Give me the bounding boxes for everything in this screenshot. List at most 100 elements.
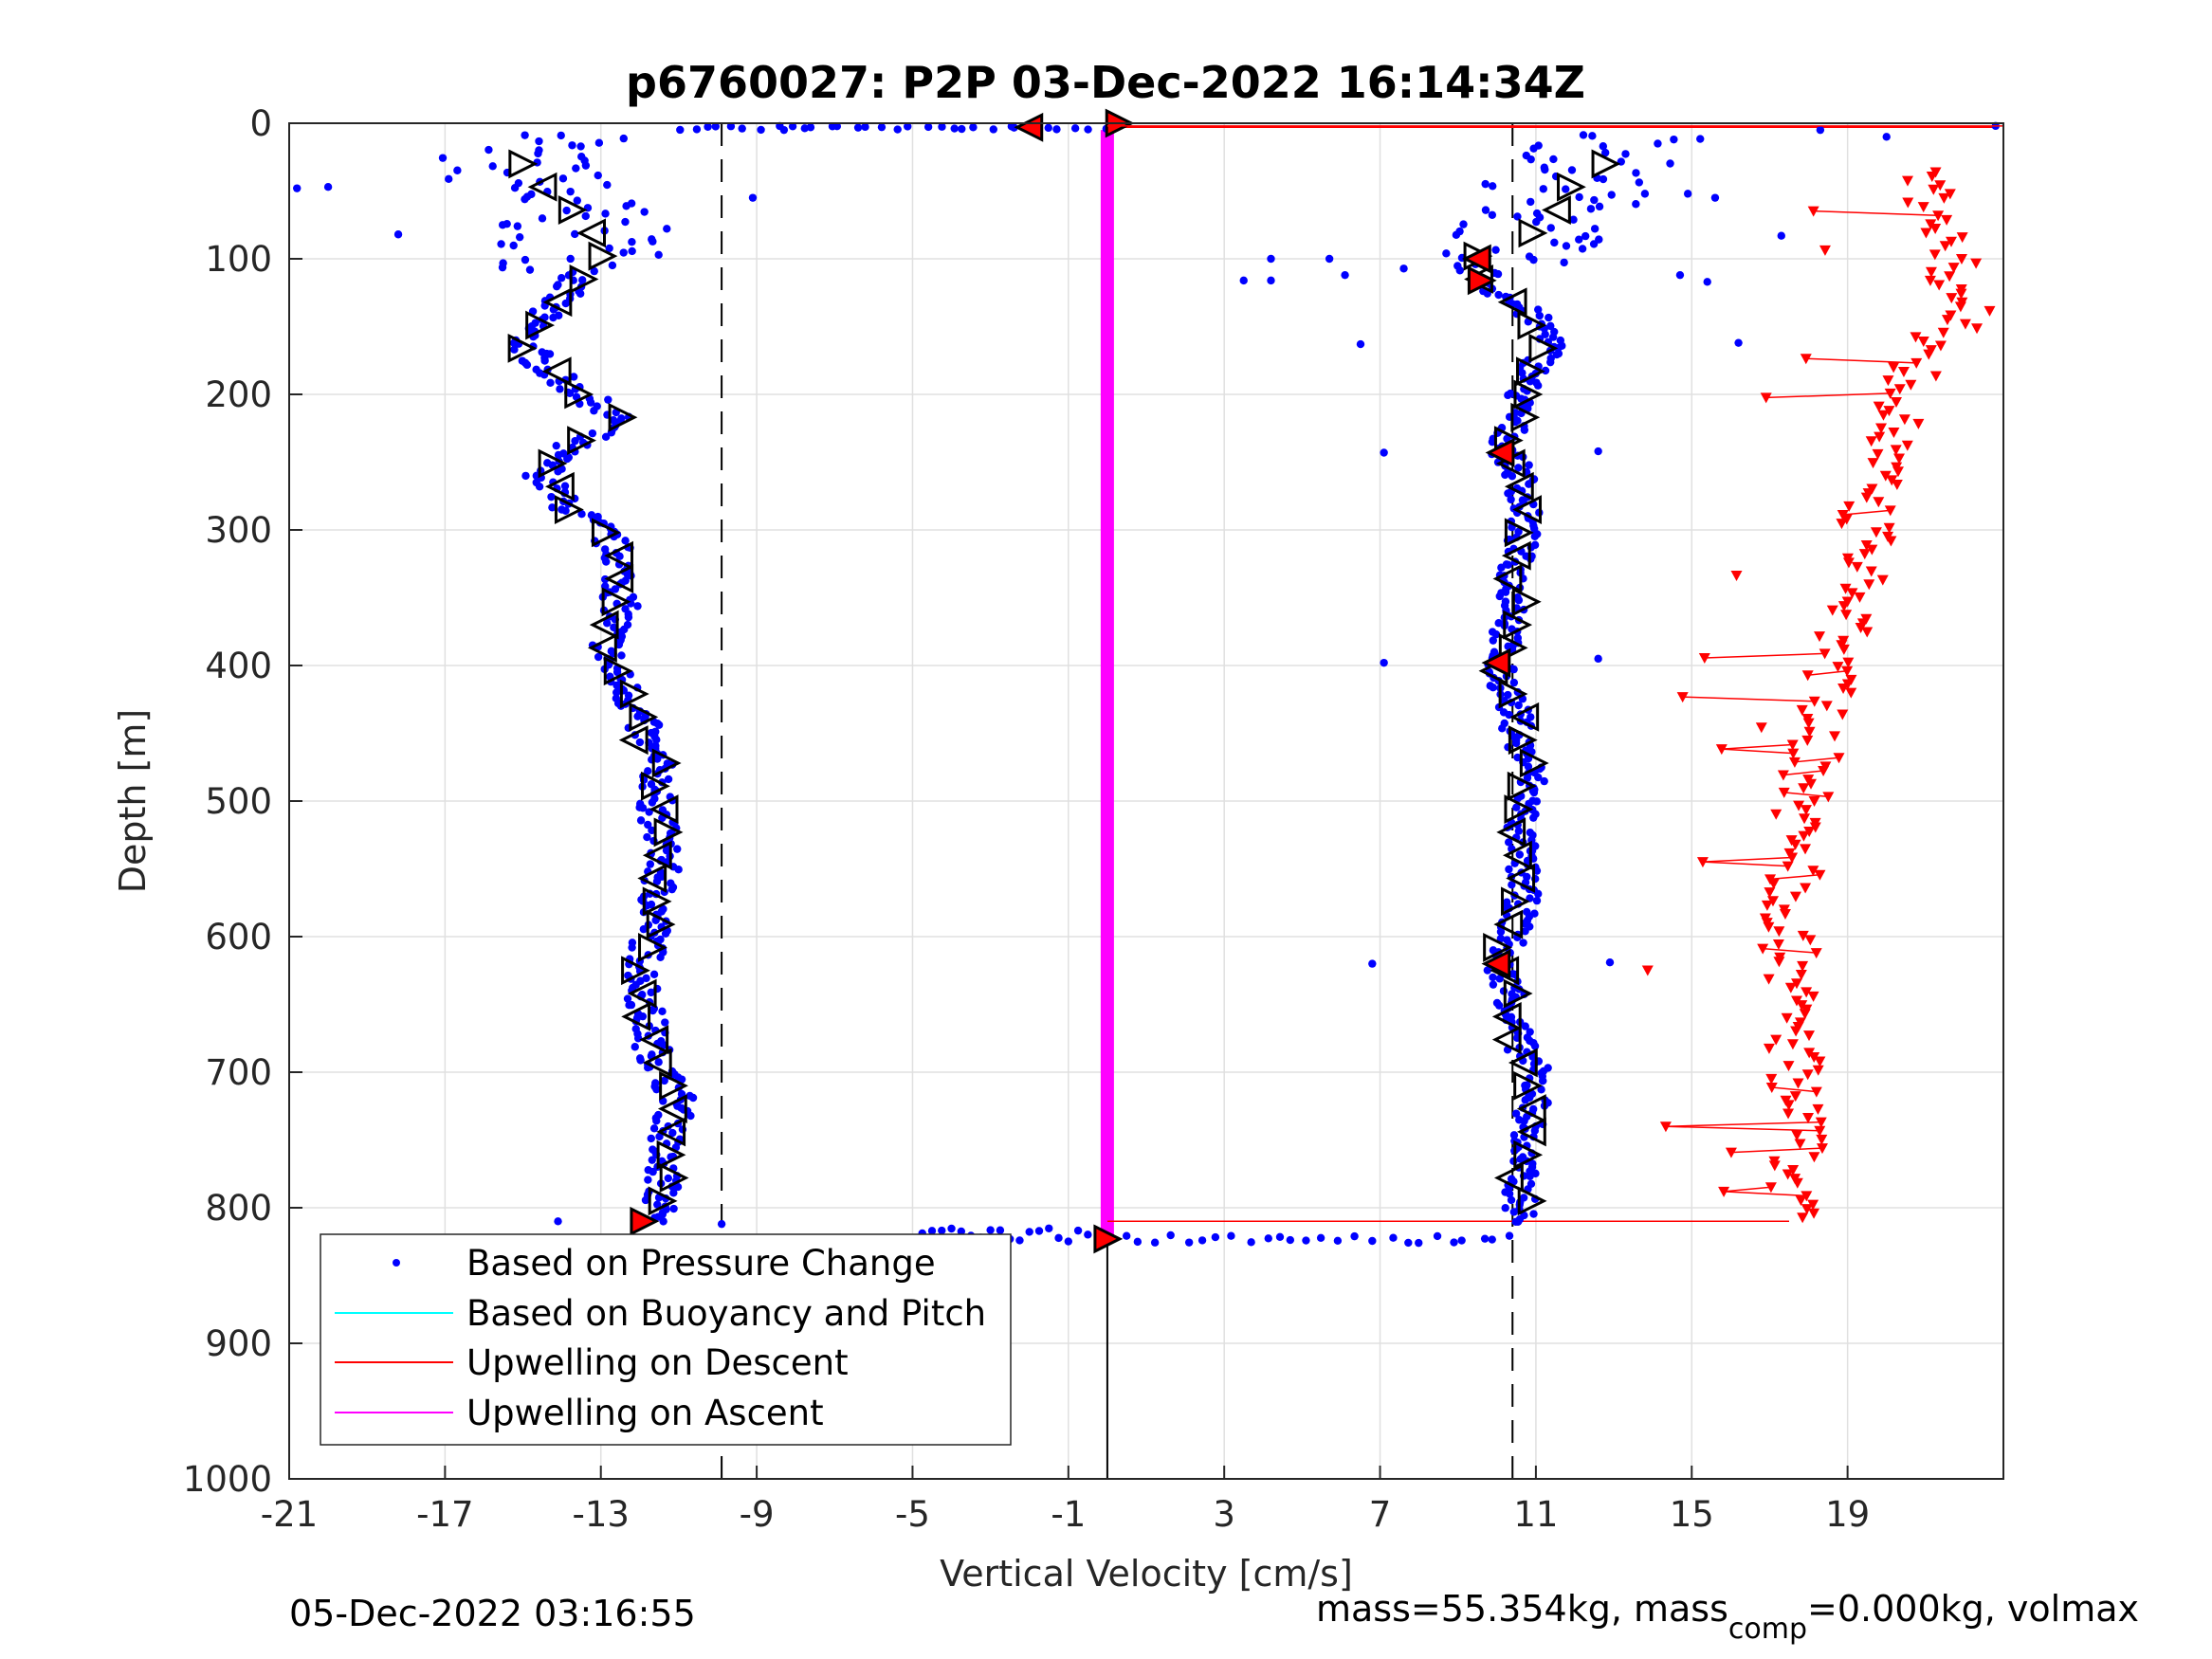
pressure-point: [658, 1007, 667, 1016]
pressure-point: [1666, 159, 1674, 168]
pitch-marker-descent: [601, 587, 631, 617]
upwelling-descent-point: [1763, 974, 1775, 985]
pressure-point-outlier: [293, 184, 302, 192]
pressure-point-outlier: [1675, 270, 1685, 280]
pressure-point: [656, 953, 665, 961]
pressure-point: [1496, 927, 1506, 937]
upwelling-descent-point: [1883, 406, 1895, 417]
upwelling-descent-point: [1765, 1073, 1778, 1085]
upwelling-descent-point: [1897, 366, 1910, 377]
pressure-point: [1302, 1236, 1310, 1245]
pressure-point: [1025, 1228, 1033, 1236]
pressure-point: [1590, 195, 1599, 205]
pressure-point: [622, 202, 631, 210]
pitch-marker-ascent: [1508, 1048, 1538, 1078]
pressure-point: [603, 619, 612, 628]
pressure-point: [1507, 1195, 1516, 1205]
upwelling-descent-point: [1898, 414, 1910, 426]
upwelling-descent-point: [1798, 830, 1810, 842]
pitch-marker-descent: [627, 978, 657, 1009]
pitch-marker-descent: [659, 1163, 689, 1193]
pressure-point: [547, 492, 556, 501]
pitch-marker-descent: [507, 333, 538, 363]
upwelling-descent-point: [1770, 809, 1782, 820]
pressure-point: [445, 174, 453, 184]
upwelling-descent-point: [1837, 644, 1850, 655]
upwelling-descent-point: [1698, 652, 1710, 664]
pressure-point: [1497, 563, 1506, 572]
pressure-point: [1514, 464, 1523, 472]
pressure-point: [561, 506, 570, 515]
pressure-point: [1513, 753, 1522, 762]
state-marker: [1461, 244, 1491, 274]
pitch-marker-ascent: [1513, 1070, 1544, 1101]
pitch-marker-descent: [567, 426, 597, 456]
pitch-marker-descent: [641, 771, 670, 801]
pressure-point: [1525, 461, 1533, 469]
footer-mass-rest: =0.000kg, volmax: [1807, 1588, 2139, 1630]
pitch-marker-ascent: [1491, 1001, 1522, 1031]
upwelling-descent-point: [1786, 1039, 1799, 1050]
pressure-point: [621, 217, 630, 227]
pressure-point: [554, 467, 562, 476]
upwelling-descent-line: [1813, 210, 1939, 216]
upwelling-descent-point: [1782, 1169, 1794, 1180]
upwelling-descent-line: [1769, 874, 1820, 881]
pressure-point: [1524, 762, 1533, 771]
pressure-point: [1415, 1238, 1423, 1248]
upwelling-descent-point: [1803, 726, 1816, 738]
upwelling-descent-point: [1929, 249, 1941, 261]
pressure-point: [558, 174, 568, 183]
upwelling-descent-point: [1767, 878, 1780, 889]
pressure-point: [1579, 131, 1588, 139]
pressure-point: [569, 373, 578, 381]
upwelling-descent-line: [1842, 509, 1891, 516]
upwelling-descent-point: [1861, 627, 1874, 638]
upwelling-descent-point: [1860, 492, 1873, 503]
upwelling-descent-point: [1803, 1030, 1816, 1042]
upwelling-descent-point: [1797, 1212, 1809, 1224]
upwelling-descent-point: [1800, 805, 1812, 816]
pitch-marker-descent: [527, 172, 558, 202]
pressure-point: [1600, 148, 1610, 157]
pitch-marker-ascent: [1512, 495, 1542, 524]
upwelling-descent-point: [1782, 1108, 1795, 1120]
pitch-marker-descent: [639, 1025, 669, 1055]
y-tick-label: 900: [205, 1323, 272, 1364]
pressure-point: [1567, 166, 1577, 174]
pressure-point: [1599, 174, 1608, 184]
pitch-marker-descent: [619, 679, 649, 709]
pressure-point-outlier: [1267, 276, 1275, 285]
upwelling-descent-point: [1761, 900, 1773, 911]
pressure-point: [1368, 1236, 1377, 1246]
pressure-point: [635, 738, 645, 747]
pressure-point: [586, 398, 595, 407]
pressure-point: [612, 688, 621, 697]
pitch-marker-ascent: [1501, 540, 1531, 571]
pressure-point: [1496, 934, 1506, 943]
pressure-point: [1521, 1022, 1529, 1030]
pressure-point: [1586, 205, 1596, 213]
pressure-point: [1495, 975, 1504, 983]
pressure-point: [1450, 1238, 1458, 1247]
pressure-point: [535, 137, 543, 146]
upwelling-descent-point: [1901, 440, 1913, 451]
pressure-point: [1635, 178, 1644, 187]
pitch-marker-descent: [653, 817, 684, 848]
pressure-point: [605, 244, 613, 253]
pressure-point: [1560, 258, 1568, 267]
pressure-point: [643, 832, 651, 842]
pressure-point: [521, 471, 530, 481]
upwelling-descent-point: [1837, 709, 1849, 720]
pressure-point: [1588, 132, 1597, 140]
pressure-point: [711, 122, 720, 131]
pressure-point: [1532, 797, 1542, 806]
pressure-point: [1211, 1232, 1220, 1242]
pitch-marker-ascent: [1516, 1117, 1546, 1147]
legend-label-pressure: Based on Pressure Change: [466, 1243, 936, 1284]
pressure-point: [1045, 1224, 1053, 1232]
pressure-point: [552, 441, 560, 450]
pressure-point: [540, 356, 549, 365]
pressure-point: [562, 206, 571, 215]
upwelling-descent-point: [1788, 757, 1801, 768]
